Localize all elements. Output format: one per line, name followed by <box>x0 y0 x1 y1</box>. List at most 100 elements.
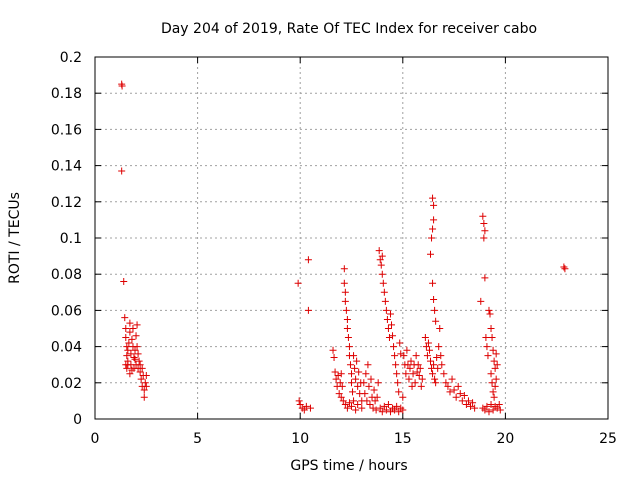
data-point <box>340 265 348 273</box>
y-tick-label: 0.12 <box>51 195 82 211</box>
data-point <box>491 364 499 372</box>
data-point <box>380 402 388 410</box>
data-point <box>446 388 454 396</box>
data-point <box>295 397 303 405</box>
data-point <box>430 361 438 369</box>
data-point <box>481 406 489 414</box>
data-point <box>120 277 128 285</box>
data-point <box>471 404 479 412</box>
data-point <box>485 408 493 416</box>
data-point <box>430 201 438 209</box>
data-point <box>423 352 431 360</box>
data-point <box>360 379 368 387</box>
data-point <box>355 368 363 376</box>
data-point <box>332 375 340 383</box>
x-axis-title: GPS time / hours <box>290 458 407 474</box>
data-point <box>365 382 373 390</box>
x-tick-label: 0 <box>91 431 100 447</box>
data-point <box>492 375 500 383</box>
data-point <box>127 350 135 358</box>
data-point <box>393 370 401 378</box>
data-point <box>431 375 439 383</box>
data-point <box>345 343 353 351</box>
data-point <box>480 234 488 242</box>
data-point <box>422 343 430 351</box>
data-point <box>349 388 357 396</box>
data-point <box>374 379 382 387</box>
data-point <box>135 357 143 365</box>
x-tick-labels: 0 5 10 15 20 25 <box>91 431 617 447</box>
data-point <box>397 350 405 358</box>
data-point <box>362 370 370 378</box>
data-point <box>442 379 450 387</box>
data-point <box>456 390 464 398</box>
data-point <box>126 328 134 336</box>
data-point <box>421 334 429 342</box>
data-point <box>391 406 399 414</box>
data-point <box>383 315 391 323</box>
data-point <box>400 352 408 360</box>
data-point <box>369 404 377 412</box>
y-tick-label: 0.02 <box>51 376 82 392</box>
data-point <box>378 408 386 416</box>
data-point <box>496 406 504 414</box>
data-point <box>306 404 314 412</box>
data-point <box>133 343 141 351</box>
data-point <box>123 364 131 372</box>
data-point <box>124 361 132 369</box>
data-point <box>444 382 452 390</box>
data-point <box>418 375 426 383</box>
data-point <box>460 391 468 399</box>
data-point <box>486 310 494 318</box>
chart-title: Day 204 of 2019, Rate Of TEC Index for r… <box>161 21 537 37</box>
data-point <box>464 397 472 405</box>
data-point <box>435 343 443 351</box>
data-point <box>448 375 456 383</box>
data-point <box>354 382 362 390</box>
data-point <box>122 325 130 332</box>
data-point <box>402 370 410 378</box>
data-point <box>406 364 414 372</box>
data-point <box>128 366 136 374</box>
data-point <box>384 401 392 409</box>
data-point <box>331 368 339 376</box>
data-point <box>488 379 496 387</box>
data-point <box>434 364 442 372</box>
data-point <box>376 256 384 264</box>
data-point <box>389 332 397 340</box>
data-point <box>340 279 348 287</box>
data-point <box>136 361 144 369</box>
data-point <box>294 279 302 287</box>
x-tick-label: 15 <box>394 431 412 447</box>
data-point <box>342 306 350 314</box>
data-point <box>482 334 490 342</box>
data-point <box>353 357 361 365</box>
data-points <box>118 80 569 416</box>
data-point <box>386 408 394 416</box>
data-point <box>140 386 148 394</box>
x-tick-label: 20 <box>496 431 514 447</box>
data-point <box>296 401 304 409</box>
data-point <box>348 402 355 410</box>
data-point <box>361 390 369 398</box>
data-point <box>118 167 126 175</box>
y-tick-label: 0.06 <box>51 303 82 319</box>
data-point <box>346 361 354 369</box>
y-tick-label: 0.08 <box>51 267 82 283</box>
data-point <box>427 357 435 365</box>
data-point <box>495 401 503 409</box>
data-point <box>561 265 569 273</box>
data-point <box>134 350 142 358</box>
data-point <box>487 325 495 332</box>
data-point <box>131 355 139 363</box>
data-point <box>395 388 403 396</box>
data-point <box>382 406 390 414</box>
data-point <box>481 227 489 235</box>
data-point <box>371 397 379 405</box>
data-point <box>483 402 491 410</box>
data-point <box>341 288 349 296</box>
data-point <box>405 375 413 383</box>
y-tick-label: 0.18 <box>51 86 82 102</box>
data-point <box>122 334 130 342</box>
